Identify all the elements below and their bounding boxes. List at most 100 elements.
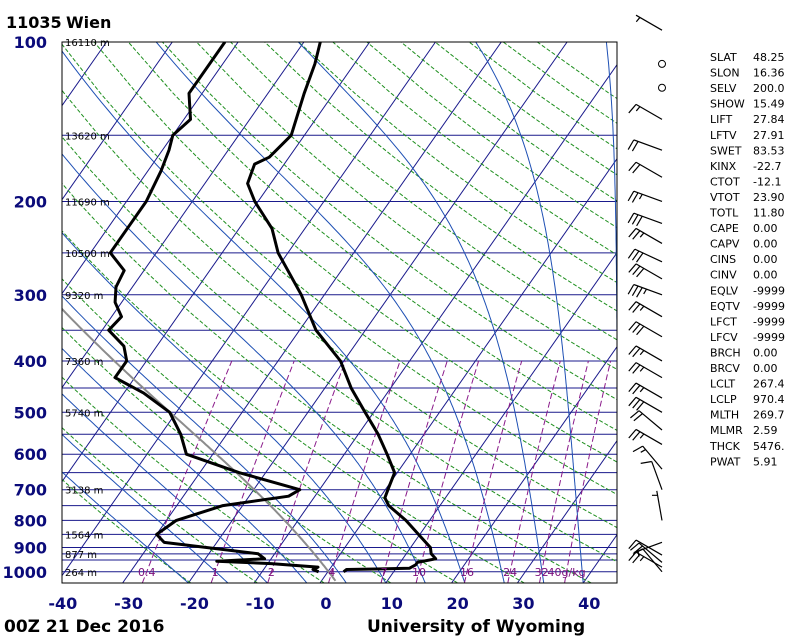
parcel-path-line — [62, 307, 337, 582]
mixing-ratio-label: 7 — [381, 566, 388, 579]
wind-barb-shaft — [635, 345, 663, 362]
dry-adiabat-line — [62, 326, 392, 583]
dry-adiabat-line — [62, 478, 192, 583]
temperature-tick-label: -20 — [180, 594, 209, 613]
wind-barb-half — [635, 17, 641, 23]
wind-barb-half — [639, 387, 645, 393]
wind-barb-full — [628, 345, 637, 355]
index-value: 0.00 — [753, 222, 778, 235]
dry-adiabat-line — [127, 42, 617, 431]
wind-barb-shaft — [633, 139, 663, 151]
wind-barb-full — [631, 285, 639, 297]
moist-adiabat-line — [62, 433, 229, 583]
temperature-tick-label: 10 — [381, 594, 403, 613]
mixing-ratio-line — [210, 360, 295, 583]
isotherm-line — [62, 42, 107, 107]
index-value: 5.91 — [753, 455, 778, 468]
mixing-ratio-line — [463, 360, 523, 583]
wind-barb-shaft — [633, 283, 663, 296]
mixing-ratio-label: 24 — [503, 566, 517, 579]
height-label: 10500 m — [65, 249, 110, 260]
wind-barb-full — [628, 301, 637, 311]
index-label: LCLP — [710, 393, 737, 406]
dry-adiabat-line — [162, 42, 617, 401]
index-value: 5476. — [753, 440, 785, 453]
wind-barb-full — [632, 323, 641, 333]
wind-barb-shaft — [633, 190, 663, 203]
wind-barb-full — [632, 364, 641, 374]
wind-barb-full — [632, 230, 641, 240]
wind-barb-full — [632, 384, 641, 395]
index-value: 23.90 — [753, 191, 785, 204]
index-value: 0.00 — [753, 269, 778, 282]
isotherm-line — [253, 63, 617, 583]
height-label: 7360 m — [65, 357, 103, 368]
index-label: LIFT — [710, 113, 733, 126]
wind-barb-full — [627, 212, 635, 224]
pressure-tick-label: 100 — [14, 33, 47, 52]
height-label: 11690 m — [65, 197, 110, 208]
wind-barb-half — [639, 433, 645, 439]
wind-barb-full — [632, 399, 641, 409]
index-value: -9999 — [753, 315, 785, 328]
mixing-ratio-label: 40g/kg — [548, 566, 586, 579]
calm-wind-circle — [658, 59, 666, 68]
dry-adiabat-line — [264, 42, 617, 312]
wind-barb-full — [632, 347, 641, 358]
dewpoint-profile-line — [107, 42, 320, 574]
index-label: VTOT — [710, 191, 740, 204]
dry-adiabat-line — [468, 42, 617, 150]
wind-barb-half — [643, 288, 648, 295]
index-label: SHOW — [710, 98, 745, 111]
wind-barb-shaft — [635, 382, 663, 399]
height-label: 9320 m — [65, 291, 103, 302]
station-id: 11035 — [6, 13, 62, 32]
wind-barb-shaft — [651, 461, 663, 490]
dry-adiabat-line — [434, 42, 617, 176]
moist-adiabat-line — [62, 471, 189, 583]
wind-barb-half — [635, 106, 641, 112]
temperature-tick-label: 30 — [512, 594, 534, 613]
wind-barb-half — [639, 556, 645, 562]
wind-barb-full — [636, 401, 645, 411]
wind-barb-full — [627, 190, 635, 202]
moist-adiabat-line — [605, 42, 617, 391]
height-label: 264 m — [65, 568, 97, 579]
moist-adiabat-line — [155, 42, 505, 583]
wind-barbs — [627, 14, 666, 573]
moist-adiabat-line — [297, 42, 545, 583]
moist-adiabat-line — [62, 50, 466, 583]
plot-frame — [61, 41, 618, 584]
moist-adiabat-line — [62, 393, 268, 583]
index-value: 48.25 — [753, 51, 785, 64]
wind-barb-full — [628, 539, 637, 549]
moist-adiabat-line — [62, 295, 347, 583]
wind-barb-full — [628, 321, 637, 331]
temperature-tick-label: 20 — [446, 594, 468, 613]
wind-barb-shaft — [635, 396, 663, 413]
dry-adiabat-line — [196, 42, 617, 370]
observation-time: 00Z 21 Dec 2016 — [4, 617, 164, 637]
wind-barb-full — [628, 396, 637, 407]
wind-barb-full — [632, 303, 641, 313]
dry-adiabat-line — [62, 427, 258, 583]
index-label: SWET — [710, 144, 742, 157]
wind-barb-half — [639, 305, 645, 311]
index-label: CINS — [710, 253, 736, 266]
stability-indices: SLAT 48.25 SLON 16.36 SELV 200.0 SHOW 15.49 LIFT… — [709, 51, 785, 468]
pressure-tick-label: 900 — [14, 539, 47, 558]
mixing-ratio-line — [507, 360, 561, 583]
wind-barb-full — [636, 287, 643, 298]
index-value: 83.53 — [753, 144, 785, 157]
dry-adiabat-line — [93, 42, 617, 463]
mixing-ratio-line — [141, 360, 233, 583]
index-value: 267.4 — [753, 378, 785, 391]
wind-barb-shaft — [642, 548, 663, 573]
isotherm-line — [62, 42, 305, 389]
index-label: SELV — [710, 82, 737, 95]
wind-barb-half — [640, 449, 646, 453]
pressure-tick-label: 600 — [14, 445, 47, 464]
mixing-ratio-label: 10 — [412, 566, 426, 579]
pressure-tick-label: 400 — [14, 352, 47, 371]
